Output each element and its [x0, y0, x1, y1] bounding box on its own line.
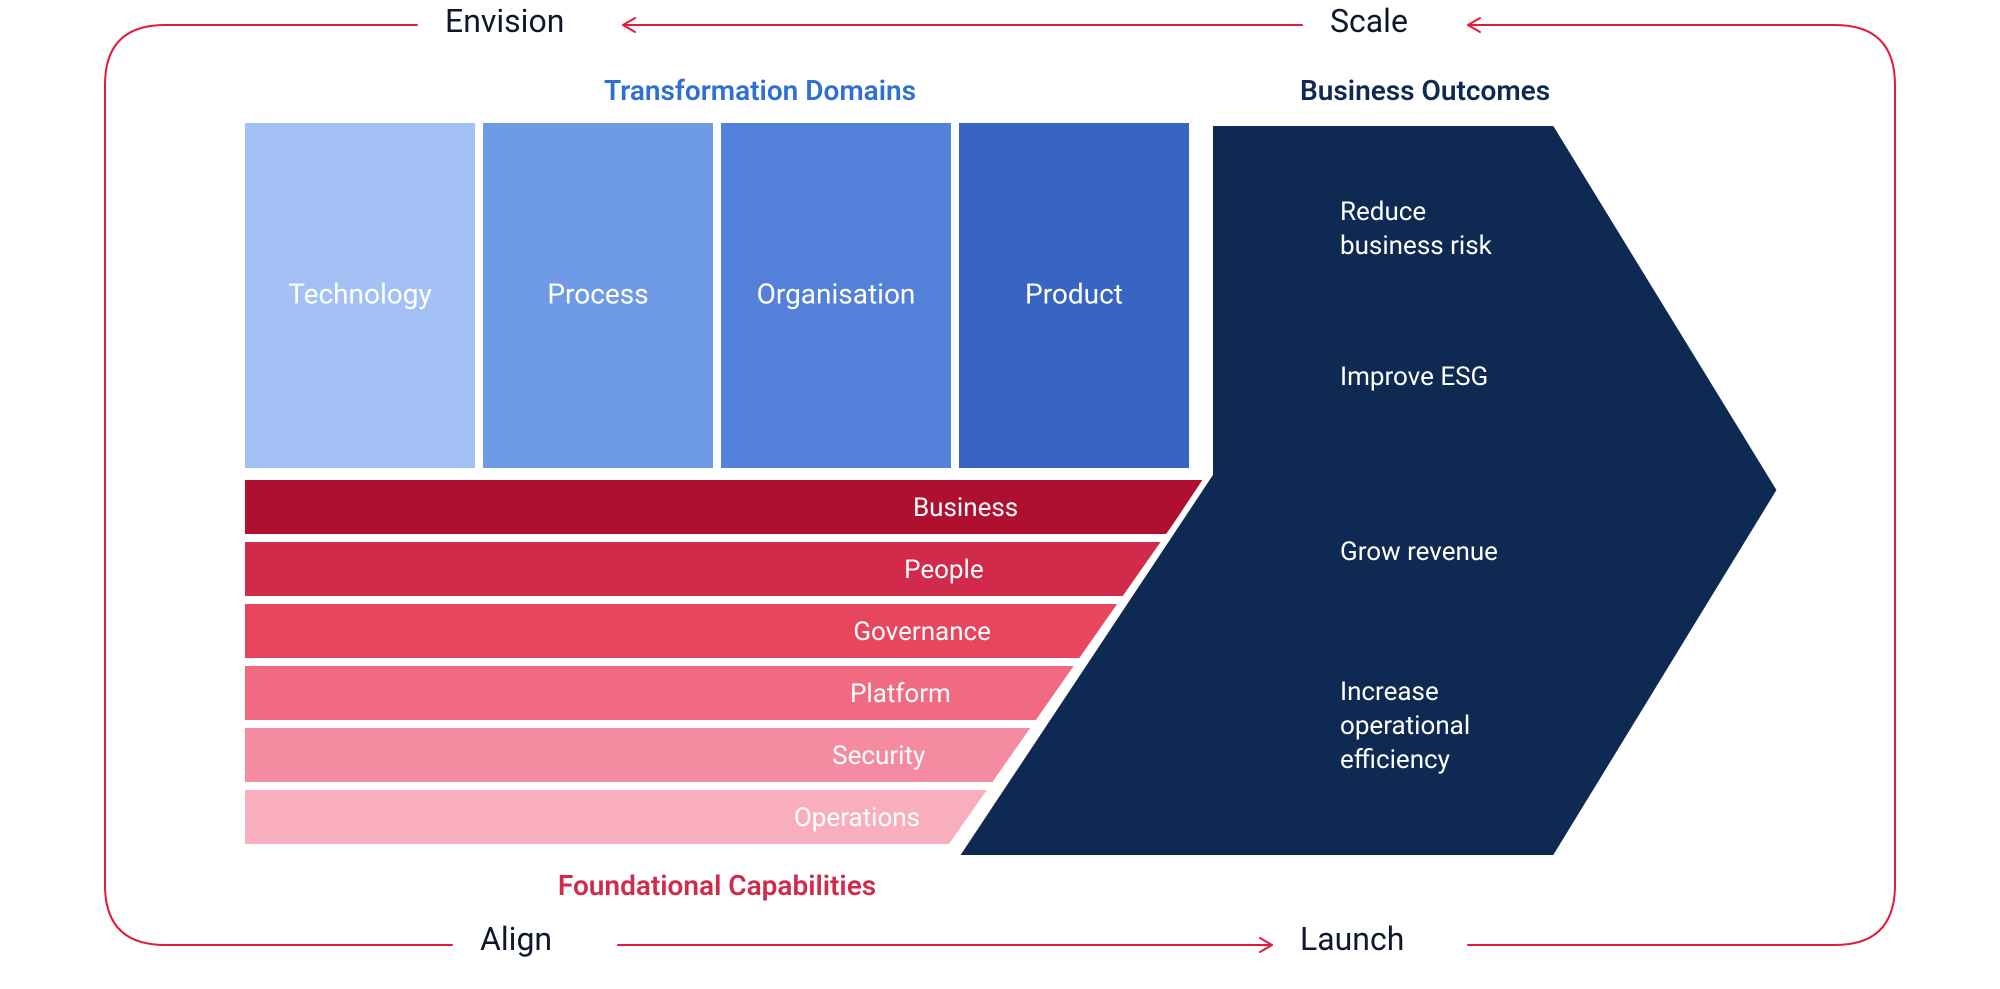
outcome-text-3-1: operational: [1340, 711, 1470, 741]
domain-label-product: Product: [1025, 278, 1123, 311]
outcome-text-0-1: business risk: [1340, 231, 1493, 261]
header-business-outcomes: Business Outcomes: [1300, 74, 1550, 107]
outcome-text-3-0: Increase: [1340, 677, 1439, 707]
diagram-root: Envision Scale Align Launch Transformation D…: [0, 0, 2000, 989]
outcome-text-0-0: Reduce: [1340, 197, 1426, 227]
capability-label-business: Business: [913, 493, 1018, 523]
diagram-svg: Envision Scale Align Launch Transformation D…: [0, 0, 2000, 989]
phase-align: Align: [480, 920, 552, 958]
capability-people: [245, 542, 1161, 596]
capability-label-platform: Platform: [850, 679, 951, 709]
phase-envision: Envision: [445, 2, 564, 40]
capability-label-governance: Governance: [853, 617, 991, 647]
capability-label-security: Security: [832, 741, 925, 771]
outcome-text-2-0: Grow revenue: [1340, 537, 1498, 567]
domain-label-organisation: Organisation: [757, 278, 916, 311]
footer-foundational-capabilities: Foundational Capabilities: [558, 869, 876, 902]
capability-label-people: People: [904, 555, 984, 585]
domain-label-technology: Technology: [288, 278, 431, 311]
outcome-text-3-2: efficiency: [1340, 745, 1450, 775]
domain-label-process: Process: [547, 278, 648, 311]
header-transformation-domains: Transformation Domains: [604, 74, 916, 107]
capability-business: [245, 480, 1204, 534]
phase-launch: Launch: [1300, 920, 1404, 958]
phase-scale: Scale: [1330, 2, 1408, 40]
outcome-text-1-0: Improve ESG: [1340, 362, 1488, 392]
capability-label-operations: Operations: [794, 803, 920, 833]
